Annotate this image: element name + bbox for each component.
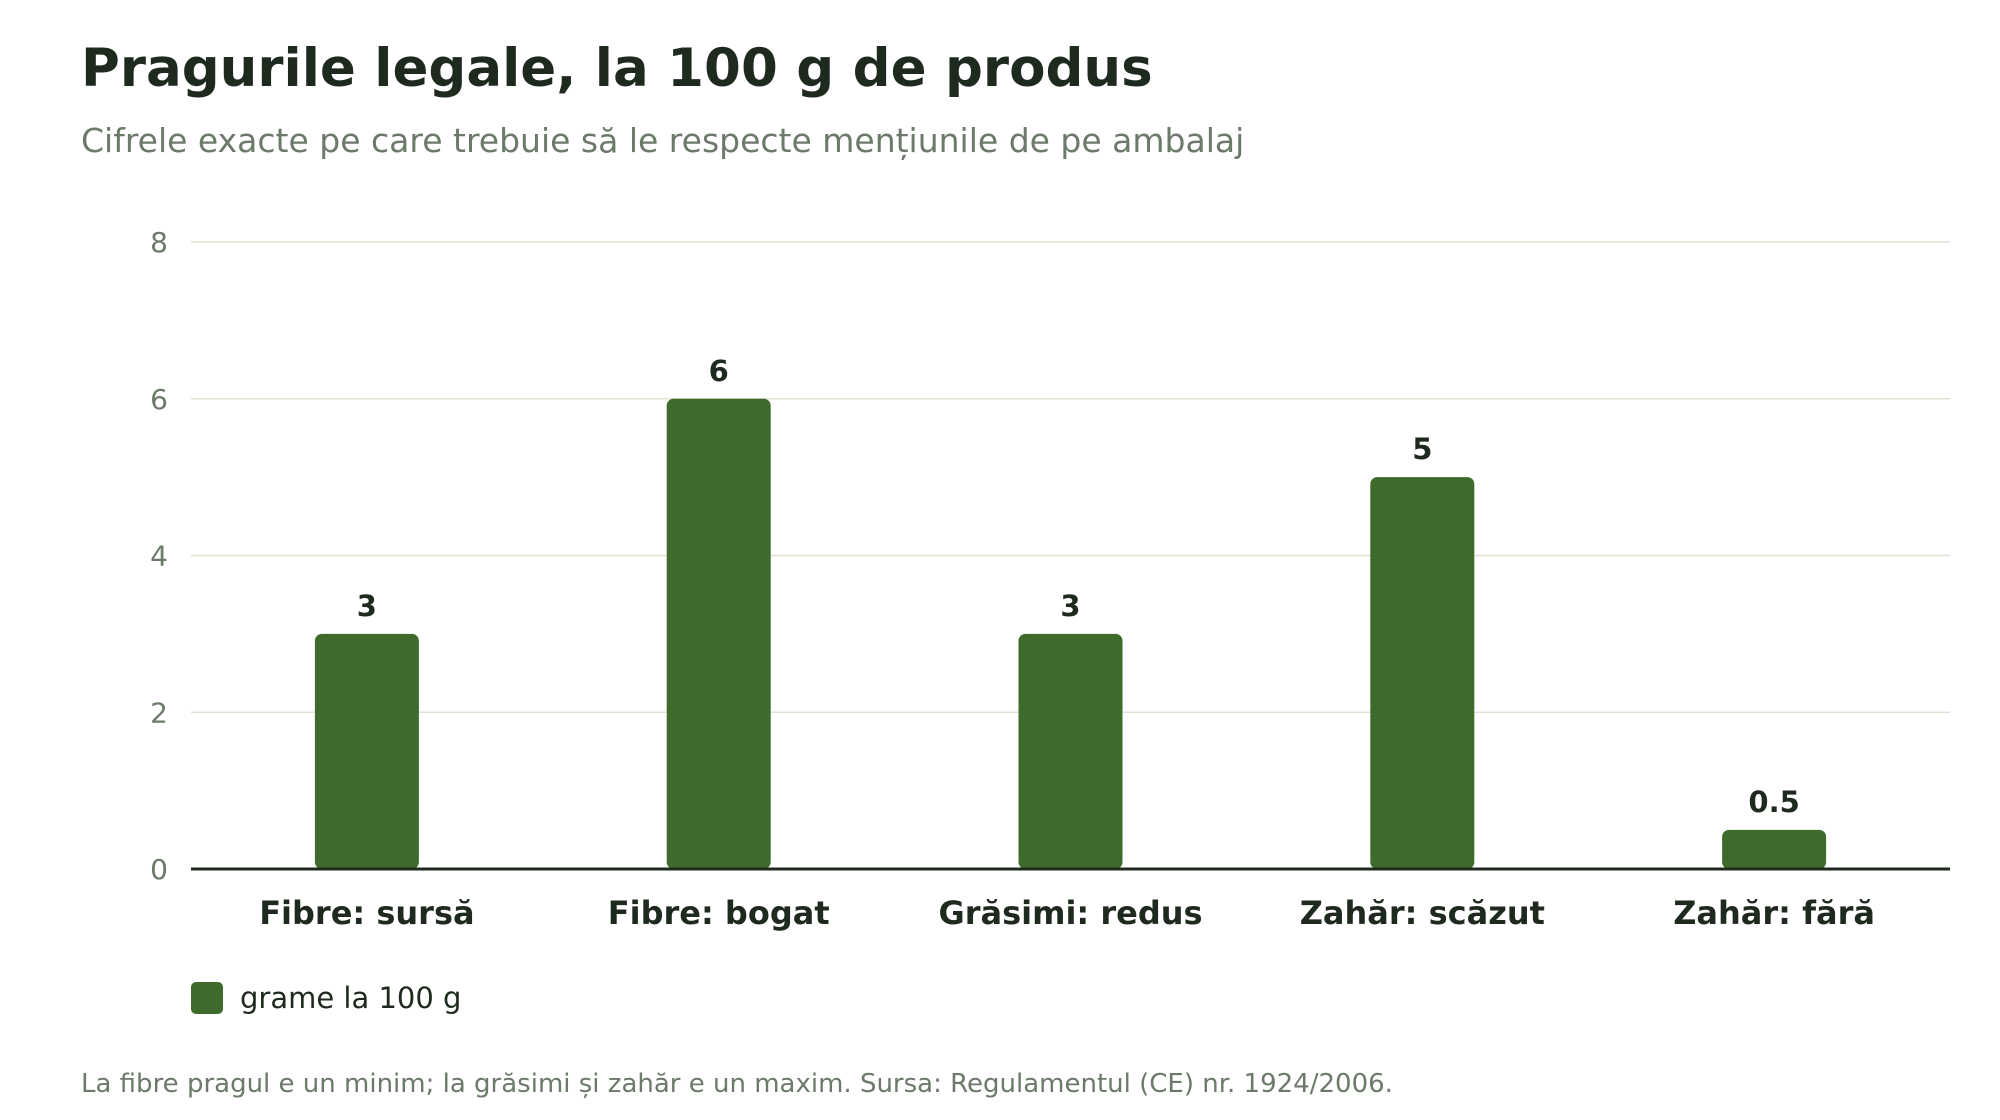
- data-label: 5: [1412, 432, 1432, 466]
- footnote: La fibre pragul e un minim; la grăsimi ș…: [81, 1069, 1393, 1099]
- legend-label: grame la 100 g: [240, 981, 462, 1015]
- x-tick-label: Fibre: bogat: [608, 894, 830, 932]
- y-tick-label: 6: [150, 383, 168, 416]
- y-tick-label: 0: [150, 853, 168, 886]
- bar: [666, 398, 771, 869]
- bar: [1018, 633, 1123, 869]
- legend-swatch: [191, 982, 223, 1014]
- bar: [314, 633, 419, 869]
- data-label: 3: [1060, 589, 1080, 623]
- chart-subtitle: Cifrele exacte pe care trebuie să le res…: [81, 121, 1245, 160]
- bar: [1370, 477, 1475, 869]
- legend: grame la 100 g: [191, 981, 461, 1015]
- data-label: 0.5: [1748, 785, 1799, 819]
- x-tick-label: Zahăr: scăzut: [1300, 894, 1545, 932]
- data-label: 3: [357, 589, 377, 623]
- data-label: 6: [709, 354, 729, 388]
- bar-chart: 0 2 4 6 8 3 Fibre: sursă 6 Fibre: bogat 3 Grăsimi:…: [150, 226, 1950, 932]
- bar: [1722, 829, 1827, 869]
- x-tick-label: Zahăr: fără: [1673, 894, 1875, 932]
- x-tick-label: Fibre: sursă: [259, 894, 474, 932]
- y-tick-label: 4: [150, 540, 168, 573]
- y-tick-label: 8: [150, 226, 168, 259]
- x-tick-label: Grăsimi: redus: [938, 894, 1202, 932]
- chart-title: Pragurile legale, la 100 g de produs: [81, 38, 1153, 99]
- y-tick-label: 2: [150, 696, 168, 729]
